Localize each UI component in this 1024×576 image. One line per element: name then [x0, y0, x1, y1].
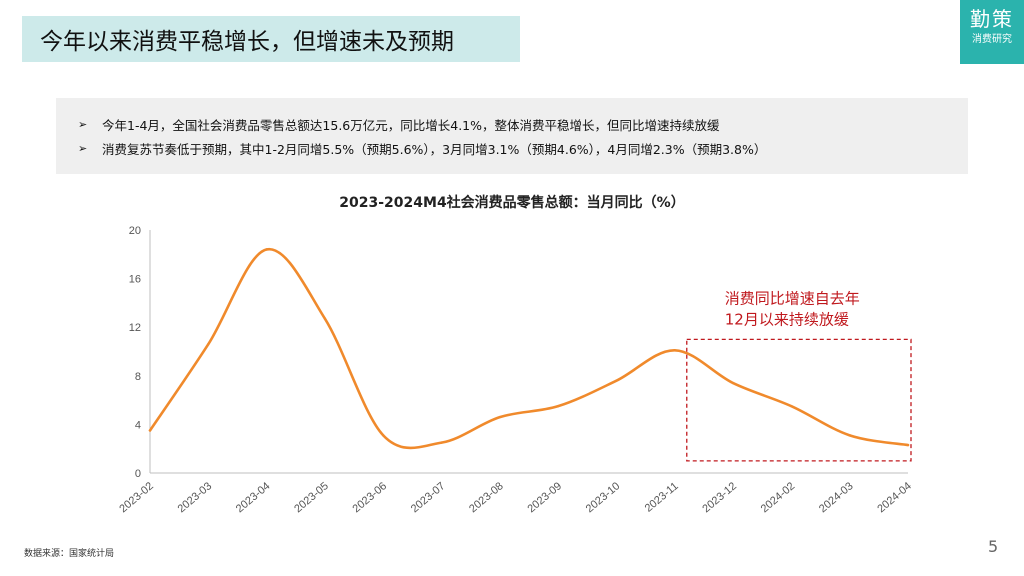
x-tick-label: 2024-04	[875, 480, 914, 515]
x-tick-label: 2023-12	[700, 480, 739, 515]
page-number: 5	[988, 537, 999, 556]
x-tick-label: 2023-11	[643, 480, 681, 515]
chart-title: 2023-2024M4社会消费品零售总额：当月同比（%）	[339, 195, 685, 211]
data-point	[673, 349, 676, 352]
summary-bullet-2: ➢ 消费复苏节奏低于预期，其中1-2月同增5.5%（预期5.6%），3月同增3.…	[78, 136, 968, 160]
data-point	[382, 434, 385, 437]
page-title: 今年以来消费平稳增长，但增速未及预期	[22, 16, 520, 62]
x-tick-label: 2023-02	[117, 480, 156, 515]
data-source: 数据来源：国家统计局	[24, 549, 115, 559]
data-point	[906, 443, 910, 447]
x-tick-label: 2023-07	[409, 480, 448, 515]
summary-bullet-1: ➢ 今年1-4月，全国社会消费品零售总额达15.6万亿元，同比增长4.1%，整体…	[78, 112, 968, 136]
data-point	[207, 343, 210, 346]
arrow-bullet-icon: ➢	[78, 141, 88, 155]
series-line	[148, 248, 910, 450]
data-point	[323, 317, 327, 320]
summary-text-1: 今年1-4月，全国社会消费品零售总额达15.6万亿元，同比增长4.1%，整体消费…	[102, 117, 720, 133]
y-tick-label: 20	[129, 225, 141, 237]
x-tick-label: 2024-02	[759, 480, 798, 515]
logo-sub-text: 消费研究	[972, 34, 1012, 45]
x-tick-label: 2023-10	[584, 480, 623, 515]
y-tick-label: 4	[135, 419, 141, 431]
data-points	[148, 248, 910, 447]
y-tick-label: 8	[135, 371, 141, 383]
data-point	[790, 404, 793, 408]
annotation-box	[686, 338, 912, 462]
x-axis: 2023-02 2023-03 2023-04 2023-05 2023-06 2023-…	[117, 472, 914, 515]
summary-text-2: 消费复苏节奏低于预期，其中1-2月同增5.5%（预期5.6%），3月同增3.1%…	[102, 141, 767, 157]
data-point	[148, 429, 152, 432]
x-tick-label: 2023-09	[525, 480, 564, 515]
data-point	[498, 415, 502, 419]
data-point	[731, 381, 735, 385]
summary-box: ➢ 今年1-4月，全国社会消费品零售总额达15.6万亿元，同比增长4.1%，整体…	[56, 98, 968, 174]
y-tick-label: 12	[129, 322, 141, 334]
data-point	[556, 404, 560, 408]
x-tick-label: 2023-05	[292, 480, 331, 515]
arrow-bullet-icon: ➢	[78, 117, 88, 131]
brand-logo: 勤策 消费研究	[960, 0, 1024, 64]
x-tick-label: 2023-08	[467, 480, 506, 515]
annotation-line: 消费同比增速自去年	[725, 289, 860, 307]
annotation-text: 消费同比增速自去年 12月以来持续放缓	[725, 289, 860, 328]
y-tick-label: 0	[135, 468, 141, 480]
data-point	[440, 441, 443, 444]
x-tick-label: 2023-04	[234, 480, 273, 515]
y-tick-label: 16	[129, 274, 141, 286]
x-tick-label: 2023-06	[351, 480, 390, 515]
logo-main-text: 勤策	[970, 7, 1014, 31]
data-point	[265, 248, 268, 251]
y-axis: 0 4 8 12 16 20	[129, 225, 151, 480]
annotation-line: 12月以来持续放缓	[725, 310, 849, 328]
data-point	[615, 379, 618, 382]
x-tick-label: 2024-03	[817, 480, 856, 515]
data-point	[848, 434, 851, 437]
x-tick-label: 2023-03	[176, 480, 215, 515]
